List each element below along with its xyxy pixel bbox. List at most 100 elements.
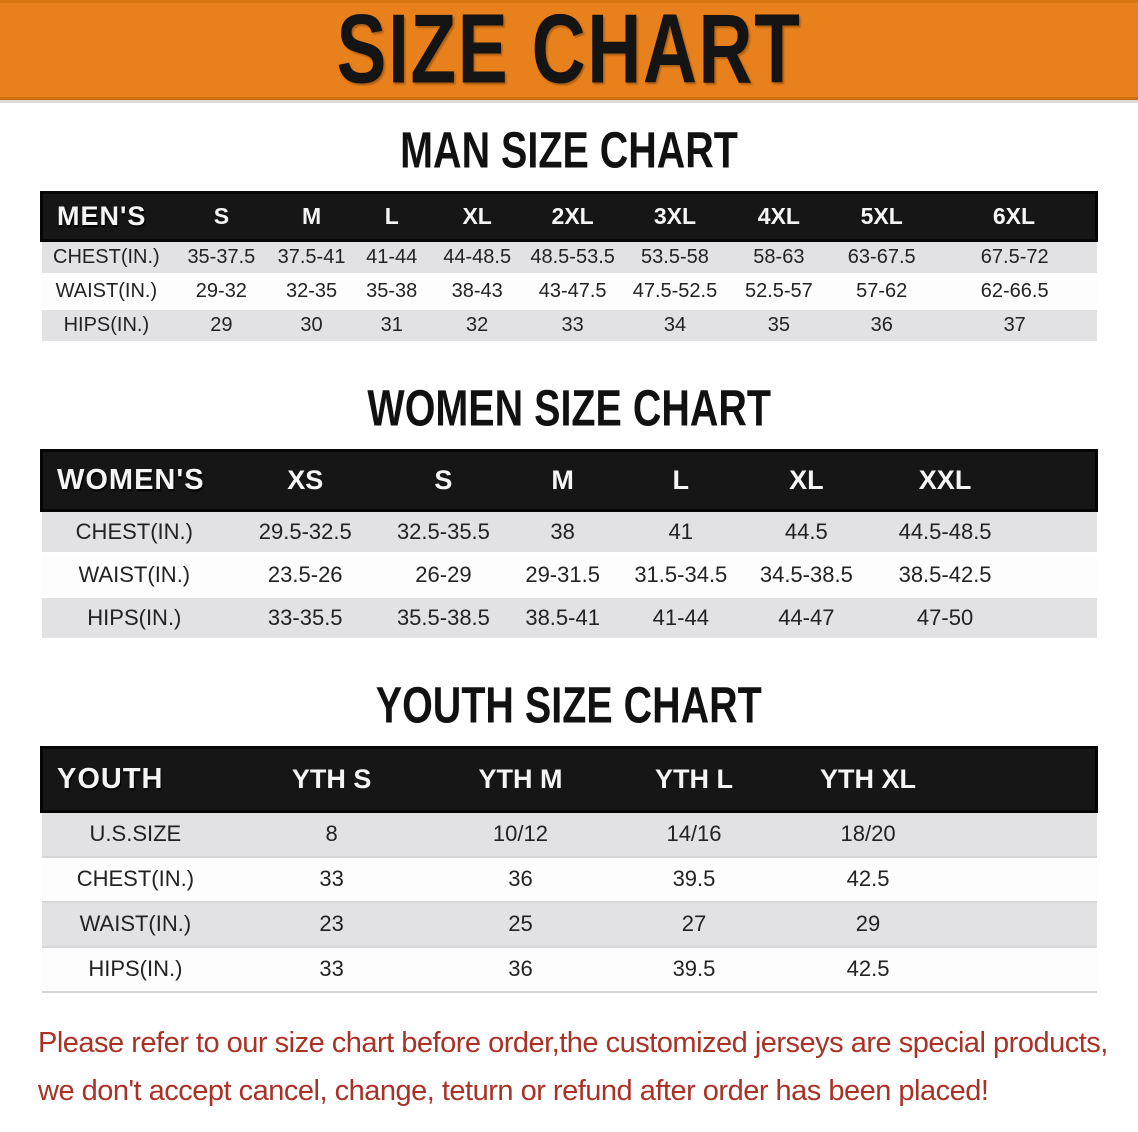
cell-value: 36 bbox=[508, 866, 533, 891]
cell-value: 63-67.5 bbox=[847, 246, 916, 268]
row-label: WAIST(IN.) bbox=[79, 911, 192, 936]
youth-size-table: YOUTH YTH S YTH M YTH L YTH XL U.S.SIZE 8 10/1… bbox=[40, 746, 1098, 993]
column-header: S bbox=[213, 203, 230, 229]
cell-value: 32.5-35.5 bbox=[396, 519, 490, 544]
cell-value: 29 bbox=[210, 314, 233, 336]
column-header: L bbox=[384, 203, 399, 229]
cell-value: 62-66.5 bbox=[980, 280, 1049, 302]
filler-cell bbox=[955, 947, 1096, 992]
cell-value: 33-35.5 bbox=[267, 605, 343, 630]
cell-value: 38-43 bbox=[451, 280, 503, 302]
filler-cell bbox=[955, 748, 1096, 812]
cell-value: 33 bbox=[561, 314, 584, 336]
cell-value: 29-32 bbox=[195, 280, 247, 302]
cell-value: 35-37.5 bbox=[187, 246, 256, 268]
cell-value: 33 bbox=[319, 866, 344, 891]
cell-value: 52.5-57 bbox=[744, 280, 813, 302]
size-chart-banner: SIZE CHART bbox=[0, 0, 1138, 100]
filler-cell bbox=[955, 857, 1096, 902]
row-label: HIPS(IN.) bbox=[88, 956, 183, 981]
cell-value: 47-50 bbox=[916, 605, 974, 630]
cell-value: 38 bbox=[550, 519, 575, 544]
women-size-table: WOMEN'S XS S M L XL XXL CHEST(IN.) 29.5-32.5 32.… bbox=[40, 449, 1098, 641]
filler-cell bbox=[1017, 511, 1096, 554]
column-header: S bbox=[434, 465, 453, 495]
column-header: YTH M bbox=[478, 764, 563, 794]
cell-value: 34.5-38.5 bbox=[759, 562, 853, 587]
column-header: YTH S bbox=[291, 764, 372, 794]
cell-value: 67.5-72 bbox=[980, 246, 1049, 268]
table-row: CHEST(IN.) 33 36 39.5 42.5 bbox=[41, 856, 1097, 902]
table-row: WAIST(IN.) 29-32 32-35 35-38 38-43 43-47.5 47.… bbox=[41, 274, 1097, 309]
cell-value: 36 bbox=[870, 314, 893, 336]
disclaimer-line-1: Please refer to our size chart before or… bbox=[38, 1026, 1108, 1059]
table-row: HIPS(IN.) 29 30 31 32 33 34 35 36 37 bbox=[41, 308, 1097, 343]
table-group-label: YOUTH bbox=[57, 763, 164, 795]
filler-cell bbox=[955, 902, 1096, 947]
men-section-title-text: MAN SIZE CHART bbox=[400, 120, 738, 179]
table-row: CHEST(IN.) 35-37.5 37.5-41 41-44 44-48.5 48.5… bbox=[41, 240, 1097, 275]
filler-cell bbox=[1017, 554, 1096, 597]
column-header: 6XL bbox=[992, 203, 1036, 229]
cell-value: 27 bbox=[681, 911, 707, 936]
women-section-title: WOMEN SIZE CHART bbox=[0, 382, 1138, 433]
cell-value: 37 bbox=[1003, 314, 1026, 336]
row-label: U.S.SIZE bbox=[89, 821, 182, 847]
cell-value: 53.5-58 bbox=[641, 246, 709, 268]
row-label: CHEST(IN.) bbox=[76, 866, 195, 891]
cell-value: 37.5-41 bbox=[277, 246, 346, 268]
cell-value: 35 bbox=[767, 314, 790, 336]
cell-value: 34 bbox=[663, 314, 687, 336]
row-label: HIPS(IN.) bbox=[63, 314, 150, 336]
cell-value: 30 bbox=[300, 314, 323, 336]
cell-value: 57-62 bbox=[856, 280, 908, 302]
column-header: XS bbox=[287, 465, 324, 495]
column-header: M bbox=[301, 203, 322, 229]
cell-value: 38.5-42.5 bbox=[898, 562, 992, 587]
table-header-row: MEN'S S M L XL 2XL 3XL 4XL 5XL 6XL bbox=[41, 192, 1097, 241]
table-group-label: WOMEN'S bbox=[57, 464, 205, 496]
cell-value: 32 bbox=[466, 314, 489, 336]
cell-value: 31.5-34.5 bbox=[634, 562, 728, 587]
cell-value: 26-29 bbox=[415, 562, 472, 587]
cell-value: 44-47 bbox=[778, 605, 835, 630]
column-header: XL bbox=[789, 465, 824, 495]
disclaimer-line-2: we don't accept cancel, change, teturn o… bbox=[38, 1074, 989, 1107]
row-label: HIPS(IN.) bbox=[87, 605, 182, 630]
cell-value: 18/20 bbox=[840, 821, 896, 847]
cell-value: 41 bbox=[668, 519, 694, 544]
cell-value: 14/16 bbox=[666, 821, 722, 847]
table-row: HIPS(IN.) 33 36 39.5 42.5 bbox=[41, 946, 1097, 992]
column-header: L bbox=[672, 465, 690, 495]
row-label: CHEST(IN.) bbox=[75, 519, 193, 544]
cell-value: 48.5-53.5 bbox=[530, 246, 615, 268]
column-header: 2XL bbox=[551, 203, 594, 229]
cell-value: 41-44 bbox=[366, 246, 418, 268]
column-header: XL bbox=[462, 203, 492, 229]
cell-value: 29 bbox=[855, 911, 881, 936]
table-header-row: YOUTH YTH S YTH M YTH L YTH XL bbox=[41, 747, 1097, 812]
cell-value: 39.5 bbox=[672, 866, 716, 891]
filler-cell bbox=[1017, 451, 1096, 511]
cell-value: 35.5-38.5 bbox=[396, 605, 490, 630]
table-row: CHEST(IN.) 29.5-32.5 32.5-35.5 38 41 44.5 44.5… bbox=[41, 510, 1097, 554]
table-row: HIPS(IN.) 33-35.5 35.5-38.5 38.5-41 41-44 44-… bbox=[41, 596, 1097, 640]
cell-value: 44.5-48.5 bbox=[898, 519, 992, 544]
cell-value: 25 bbox=[508, 911, 533, 936]
cell-value: 23 bbox=[319, 911, 344, 936]
column-header: 4XL bbox=[757, 203, 800, 229]
cell-value: 38.5-41 bbox=[525, 605, 600, 630]
table-row: U.S.SIZE 8 10/12 14/16 18/20 bbox=[41, 811, 1097, 857]
table-row: WAIST(IN.) 23 25 27 29 bbox=[41, 901, 1097, 947]
cell-value: 31 bbox=[380, 314, 403, 336]
cell-value: 29.5-32.5 bbox=[258, 519, 352, 544]
cell-value: 58-63 bbox=[753, 246, 805, 268]
youth-section-title: YOUTH SIZE CHART bbox=[0, 679, 1138, 730]
table-row: WAIST(IN.) 23.5-26 26-29 29-31.5 31.5-34.5 34… bbox=[41, 553, 1097, 597]
filler-cell bbox=[955, 812, 1096, 857]
men-size-table: MEN'S S M L XL 2XL 3XL 4XL 5XL 6XL CHEST(IN.) 35-3… bbox=[40, 191, 1098, 344]
row-label: WAIST(IN.) bbox=[78, 562, 191, 587]
column-header: YTH XL bbox=[820, 764, 917, 794]
table-header-row: WOMEN'S XS S M L XL XXL bbox=[41, 450, 1097, 511]
row-label: WAIST(IN.) bbox=[55, 280, 158, 302]
